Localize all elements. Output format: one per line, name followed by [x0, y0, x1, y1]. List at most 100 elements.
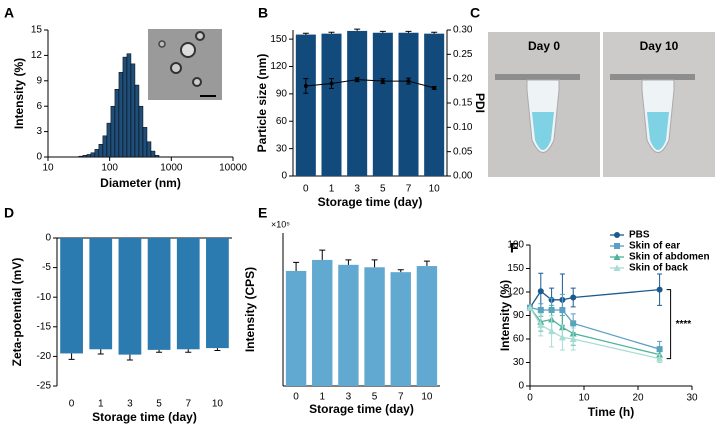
- marker: [570, 294, 577, 301]
- error-bar: [379, 30, 386, 33]
- annotation: ****: [676, 319, 692, 330]
- bar: [321, 33, 342, 177]
- y-tick-label: -15: [37, 321, 52, 332]
- marker: [526, 304, 534, 311]
- histogram-bar: [78, 155, 84, 158]
- error-bar: [371, 259, 378, 268]
- bar: [118, 238, 142, 355]
- panel-label: D: [4, 205, 14, 221]
- x-tick-label: 10: [421, 392, 433, 403]
- marker: [380, 79, 385, 84]
- legend-marker: [614, 243, 620, 249]
- histogram-bar: [142, 127, 148, 158]
- error-bar: [97, 349, 104, 355]
- marker: [656, 355, 664, 362]
- y-tick-label: -5: [42, 262, 51, 273]
- histogram-bar: [102, 135, 108, 158]
- x-tick-label: 1: [329, 184, 335, 195]
- x-tick-label: 5: [156, 399, 162, 410]
- y2-tick-label: 0.15: [453, 98, 473, 109]
- x-tick-label: 0: [527, 393, 533, 404]
- liquid: [647, 112, 669, 150]
- legend-label: Skin of abdomen: [629, 252, 710, 263]
- histogram-bar: [150, 150, 156, 158]
- error-bar: [302, 32, 309, 35]
- marker: [537, 321, 545, 328]
- y-tick-label: -10: [37, 292, 52, 303]
- error-bar: [397, 269, 404, 273]
- y-axis-title: Intensity (%): [12, 58, 26, 129]
- bar: [390, 272, 411, 386]
- x-axis-title: Storage time (day): [309, 402, 414, 416]
- x-tick-label: 3: [354, 184, 360, 195]
- x-axis-title: Time (h): [588, 405, 634, 419]
- bar: [398, 32, 419, 176]
- y2-tick-label: 0.00: [453, 171, 473, 182]
- y-axis-title: Intensity (%): [498, 280, 512, 351]
- error-bar: [319, 249, 326, 260]
- y-tick-label: 180: [507, 240, 524, 251]
- bar: [206, 238, 229, 349]
- y-axis-title: Intensity (CPS): [243, 267, 257, 352]
- error-bar: [431, 31, 438, 34]
- bar: [147, 238, 171, 350]
- x-tick-label: 10: [429, 184, 441, 195]
- y-axis-title: Zeta-potential (mV): [10, 258, 24, 367]
- marker: [329, 81, 334, 86]
- error-bar: [405, 30, 412, 33]
- error-bar: [156, 349, 163, 353]
- y-tick-label: -25: [37, 381, 52, 392]
- x-axis-title: Storage time (day): [92, 410, 197, 424]
- x-tick-label: 3: [127, 399, 133, 410]
- histogram-bar: [154, 155, 160, 158]
- marker: [406, 79, 411, 84]
- x-tick-label: 1: [319, 392, 325, 403]
- y-tick-label: 90: [276, 89, 288, 100]
- bar: [347, 30, 368, 176]
- marker: [656, 286, 663, 293]
- histogram-bar: [122, 56, 128, 158]
- histogram-bar: [94, 149, 100, 158]
- marker: [548, 327, 556, 335]
- x-tick-label: 20: [632, 393, 644, 404]
- marker: [432, 85, 437, 90]
- bar: [285, 270, 307, 386]
- bar: [312, 259, 333, 386]
- line: [529, 307, 660, 356]
- marker: [656, 346, 663, 353]
- error-bar: [214, 348, 221, 351]
- y-tick-label: 0: [281, 171, 287, 182]
- x-tick-label: 100: [101, 163, 118, 174]
- panel-label: F: [510, 240, 519, 256]
- x-tick-label: 5: [380, 184, 386, 195]
- x-tick-label: 1: [98, 399, 104, 410]
- y-tick-label: 15: [31, 25, 43, 36]
- marker: [537, 288, 544, 295]
- x-tick-label: 0: [303, 184, 309, 195]
- tweezers: [495, 74, 580, 80]
- panel-label: E: [258, 205, 267, 221]
- x-tick-label: 3: [346, 392, 352, 403]
- marker: [559, 307, 566, 314]
- y-tick-label: 30: [276, 143, 288, 154]
- x-tick-label: 7: [185, 399, 191, 410]
- error-bar: [293, 261, 300, 271]
- y-tick-label: 150: [270, 34, 287, 45]
- marker: [355, 77, 360, 82]
- panel-label: C: [470, 5, 480, 21]
- y-tick-label: 60: [513, 334, 525, 345]
- legend-label: Skin of back: [629, 263, 688, 274]
- error-bar: [354, 28, 361, 31]
- marker: [558, 333, 566, 341]
- x-tick-label: 10: [578, 393, 590, 404]
- line: [529, 307, 660, 350]
- bar: [295, 34, 316, 176]
- x-tick-label: 1000: [160, 163, 183, 174]
- bar: [89, 238, 113, 350]
- x-tick-label: 10: [212, 399, 224, 410]
- histogram-bar: [126, 53, 132, 158]
- x-tick-label: 0: [69, 399, 75, 410]
- histogram-bar: [118, 72, 124, 158]
- histogram-bar: [86, 154, 92, 158]
- inset-bg: [148, 29, 222, 100]
